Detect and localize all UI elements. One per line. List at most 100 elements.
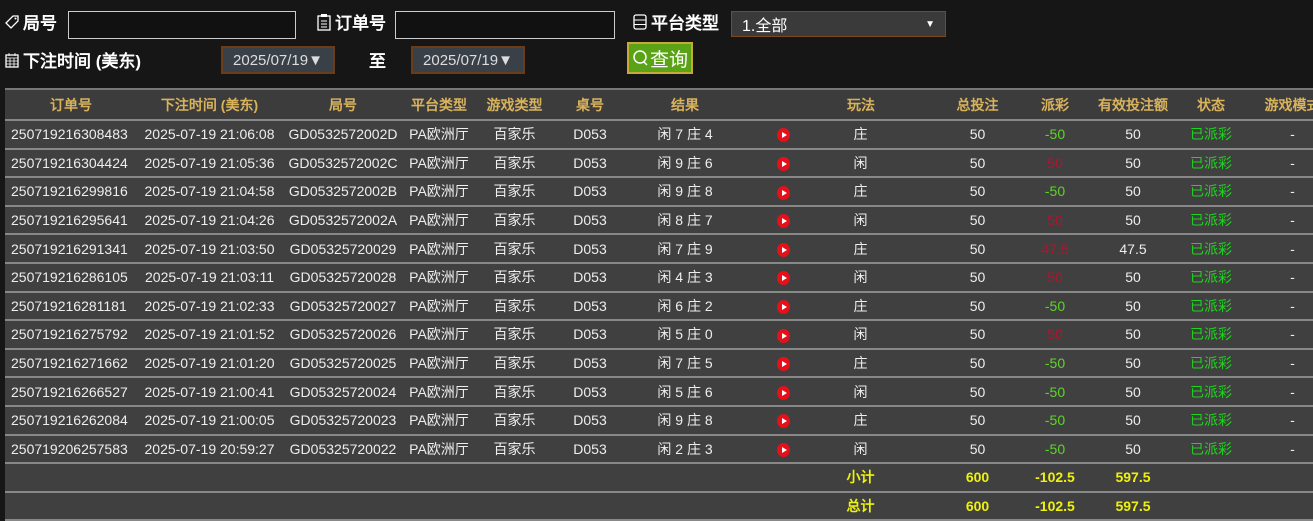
- query-button[interactable]: 查询: [627, 42, 694, 74]
- table-header-row: 订单号 下注时间 (美东) 局号 平台类型 游戏类型 桌号 结果 玩法 总投注 派彩 有效投注额 状态…: [5, 88, 1313, 121]
- total-bet: 600: [939, 491, 1016, 521]
- cell-platform: PA欧洲厅: [404, 234, 474, 264]
- clipboard-icon: [317, 13, 331, 31]
- empty-cell: [1172, 491, 1250, 521]
- empty-cell: [1250, 491, 1313, 521]
- cell-valid-bet: 47.5: [1094, 234, 1172, 264]
- cell-order-no: 250719216291341: [5, 234, 137, 264]
- platform-select[interactable]: 1.全部 ▼: [731, 11, 946, 37]
- round-input[interactable]: [68, 11, 296, 39]
- cell-table-no: D053: [555, 205, 625, 236]
- cell-total-bet: 50: [939, 177, 1016, 207]
- platform-select-value: 1.全部: [742, 18, 788, 35]
- cell-payout: 50: [1016, 320, 1094, 350]
- header-total-bet: 总投注: [939, 88, 1016, 121]
- date-from-select[interactable]: 2025/07/19▼: [221, 46, 335, 74]
- cell-round-no: GD05325720024: [282, 377, 404, 407]
- order-input[interactable]: [395, 11, 615, 39]
- search-icon: [633, 50, 648, 66]
- cell-status: 已派彩: [1172, 405, 1250, 436]
- header-valid-bet: 有效投注额: [1094, 88, 1172, 121]
- play-video-icon[interactable]: [777, 442, 790, 457]
- cell-result: 闲 5 庄 6: [625, 377, 745, 407]
- order-label-text: 订单号: [335, 14, 386, 33]
- cell-round-no: GD05325720027: [282, 291, 404, 322]
- cell-game-mode: -: [1250, 262, 1313, 293]
- cell-game-mode: -: [1250, 234, 1313, 264]
- cell-play: 庄: [822, 177, 939, 207]
- round-label-text: 局号: [23, 14, 57, 33]
- cell-valid-bet: 50: [1094, 148, 1172, 179]
- video-cell: [745, 234, 822, 264]
- cell-play: 庄: [822, 348, 939, 379]
- cell-result: 闲 7 庄 5: [625, 348, 745, 379]
- cell-valid-bet: 50: [1094, 405, 1172, 436]
- header-order-no: 订单号: [5, 88, 137, 121]
- cell-game-mode: -: [1250, 405, 1313, 436]
- cell-order-no: 250719216281181: [5, 291, 137, 322]
- play-video-icon[interactable]: [777, 214, 790, 229]
- header-table-no: 桌号: [555, 88, 625, 121]
- play-video-icon[interactable]: [777, 357, 790, 372]
- play-video-icon[interactable]: [777, 385, 790, 400]
- total-payout: -102.5: [1016, 491, 1094, 521]
- cell-result: 闲 9 庄 8: [625, 177, 745, 207]
- cell-game-mode: -: [1250, 120, 1313, 150]
- server-icon: [633, 13, 647, 30]
- cell-platform: PA欧洲厅: [404, 348, 474, 379]
- cell-status: 已派彩: [1172, 320, 1250, 350]
- cell-round-no: GD05325720029: [282, 234, 404, 264]
- video-cell: [745, 120, 822, 150]
- cell-valid-bet: 50: [1094, 205, 1172, 236]
- cell-table-no: D053: [555, 405, 625, 436]
- cell-round-no: GD05325720025: [282, 348, 404, 379]
- cell-table-no: D053: [555, 262, 625, 293]
- play-video-icon[interactable]: [777, 300, 790, 314]
- cell-game-mode: -: [1250, 348, 1313, 379]
- cell-round-no: GD05325720028: [282, 262, 404, 293]
- play-video-icon[interactable]: [777, 185, 790, 200]
- cell-valid-bet: 50: [1094, 348, 1172, 379]
- play-video-icon[interactable]: [777, 128, 790, 143]
- empty-cell: [5, 491, 137, 521]
- cell-play: 庄: [822, 291, 939, 322]
- platform-label-text: 平台类型: [651, 14, 719, 33]
- cell-payout: 50: [1016, 205, 1094, 236]
- cell-status: 已派彩: [1172, 177, 1250, 207]
- play-video-icon[interactable]: [777, 242, 790, 257]
- video-cell: [745, 320, 822, 350]
- chevron-down-icon: ▼: [925, 18, 935, 30]
- cell-valid-bet: 50: [1094, 320, 1172, 350]
- cell-play: 闲: [822, 205, 939, 236]
- cell-round-no: GD05325720022: [282, 434, 404, 465]
- cell-platform: PA欧洲厅: [404, 120, 474, 150]
- cell-round-no: GD05325720023: [282, 405, 404, 436]
- query-button-label: 查询: [650, 49, 689, 71]
- play-video-icon[interactable]: [777, 271, 790, 286]
- cell-result: 闲 7 庄 9: [625, 234, 745, 264]
- play-video-icon[interactable]: [777, 414, 790, 429]
- date-to-select[interactable]: 2025/07/19▼: [411, 46, 525, 74]
- time-label: 下注时间 (美东): [4, 47, 141, 72]
- cell-total-bet: 50: [939, 262, 1016, 293]
- subtotal-row: 小计 600 -102.5 597.5: [5, 463, 1313, 493]
- cell-result: 闲 8 庄 7: [625, 205, 745, 236]
- cell-play: 庄: [822, 405, 939, 436]
- cell-result: 闲 6 庄 2: [625, 291, 745, 322]
- cell-bet-time: 2025-07-19 20:59:27: [137, 434, 282, 465]
- cell-play: 闲: [822, 262, 939, 293]
- play-video-icon[interactable]: [777, 328, 790, 343]
- cell-platform: PA欧洲厅: [404, 262, 474, 293]
- cell-valid-bet: 50: [1094, 434, 1172, 465]
- empty-cell: [745, 491, 822, 521]
- cell-platform: PA欧洲厅: [404, 291, 474, 322]
- cell-payout: -50: [1016, 348, 1094, 379]
- video-cell: [745, 291, 822, 322]
- cell-bet-time: 2025-07-19 21:00:41: [137, 377, 282, 407]
- cell-game-type: 百家乐: [474, 377, 555, 407]
- play-video-icon[interactable]: [777, 157, 790, 172]
- cell-game-type: 百家乐: [474, 291, 555, 322]
- cell-total-bet: 50: [939, 148, 1016, 179]
- cell-total-bet: 50: [939, 434, 1016, 465]
- cell-game-mode: -: [1250, 320, 1313, 350]
